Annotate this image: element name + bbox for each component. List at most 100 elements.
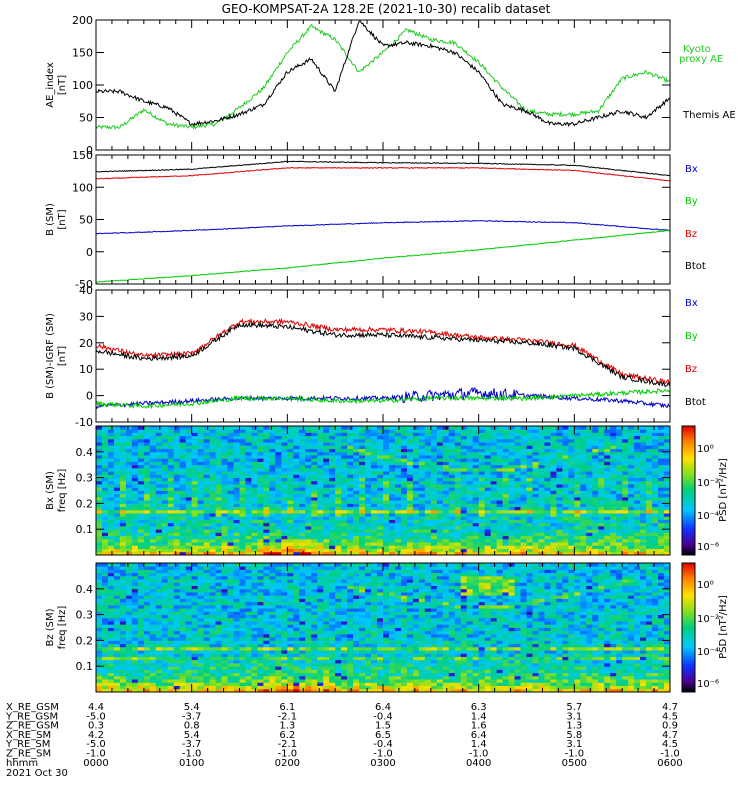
specx-cell	[514, 529, 521, 533]
specx-cell	[586, 464, 593, 469]
specx-cell	[233, 522, 240, 527]
specx-cell	[640, 513, 647, 517]
specx-cell	[287, 525, 294, 530]
specx-cell	[400, 429, 408, 433]
specx-cell	[484, 467, 492, 472]
specx-cell	[341, 519, 348, 524]
specx-cell	[209, 448, 216, 453]
specx-cell	[179, 529, 187, 533]
specx-cell	[287, 426, 294, 430]
specx-cell	[113, 522, 121, 527]
specx-cell	[646, 490, 653, 495]
specx-cell	[269, 545, 276, 549]
specx-cell	[383, 461, 390, 466]
specx-cell	[335, 548, 342, 553]
specz-cell	[149, 614, 157, 619]
specx-cell	[556, 461, 563, 466]
specx-cell	[634, 467, 641, 472]
specx-cell	[622, 455, 629, 459]
specx-cell	[634, 535, 641, 540]
specx-cell	[161, 500, 169, 504]
specz-cell	[197, 608, 205, 612]
specx-cell	[598, 522, 605, 527]
specx-cell	[341, 506, 348, 511]
specz-cell	[161, 659, 169, 664]
specx-cell	[628, 551, 635, 556]
specx-cell	[658, 438, 665, 443]
specx-cell	[652, 532, 659, 537]
specx-cell	[508, 535, 515, 540]
specx-cell	[478, 519, 486, 524]
specx-cell	[646, 426, 653, 430]
specx-cell	[526, 535, 533, 540]
specx-cell	[323, 451, 330, 456]
specx-cell	[664, 435, 671, 440]
specz-cell	[125, 633, 133, 638]
specx-cell	[197, 435, 205, 440]
specx-cell	[388, 432, 396, 437]
specx-cell	[430, 493, 438, 498]
specz-cell	[161, 672, 169, 677]
specz-cell	[161, 572, 169, 577]
specx-cell	[574, 532, 581, 537]
specx-cell	[203, 474, 211, 479]
specx-cell	[538, 525, 545, 530]
specx-cell	[239, 464, 246, 469]
specx-cell	[418, 522, 426, 527]
specx-cell	[107, 513, 115, 517]
specx-cell	[448, 519, 456, 524]
specx-cell	[341, 538, 348, 543]
specz-cell	[131, 666, 139, 670]
specx-cell	[514, 445, 521, 449]
specx-cell	[514, 513, 521, 517]
specx-cell	[335, 490, 342, 495]
specx-cell	[400, 464, 408, 469]
specx-cell	[586, 429, 593, 433]
specz-cell	[161, 630, 169, 635]
specx-cell	[400, 506, 408, 511]
specx-cell	[442, 548, 450, 553]
specx-cell	[658, 455, 665, 459]
specx-cell	[610, 464, 617, 469]
specx-cell	[610, 455, 617, 459]
specz-cell	[137, 666, 145, 670]
specx-cell	[394, 487, 402, 491]
specx-cell	[185, 445, 193, 449]
specx-cell	[658, 461, 665, 466]
specx-cell	[622, 426, 629, 430]
specz-cell	[119, 601, 127, 606]
specx-cell	[622, 500, 629, 504]
specx-cell	[496, 493, 503, 498]
specz-cell	[143, 624, 151, 628]
specx-cell	[664, 484, 671, 488]
specx-cell	[269, 432, 276, 437]
specx-cell	[365, 458, 372, 462]
specz-cell	[113, 598, 121, 603]
specx-cell	[143, 548, 151, 553]
specx-cell	[610, 442, 617, 446]
specx-cell	[305, 471, 312, 475]
specx-cell	[442, 464, 450, 469]
specx-cell	[281, 500, 288, 504]
specz-cell	[203, 575, 211, 580]
specx-cell	[239, 509, 246, 514]
specz-cell	[125, 579, 133, 583]
specx-cell	[341, 525, 348, 530]
specx-cell	[526, 432, 533, 437]
specx-cell	[293, 480, 300, 485]
specz-cell	[203, 662, 211, 667]
specx-cell	[137, 426, 145, 430]
specx-cell	[215, 467, 222, 472]
specx-cell	[526, 551, 533, 556]
specx-cell	[412, 455, 420, 459]
specz-cell	[197, 643, 205, 648]
specx-cell	[640, 487, 647, 491]
specx-cell	[526, 532, 533, 537]
specx-cell	[538, 493, 545, 498]
specx-cell	[442, 516, 450, 520]
specx-cell	[622, 451, 629, 456]
specx-cell	[430, 474, 438, 479]
specx-cell	[227, 464, 234, 469]
specx-cell	[281, 455, 288, 459]
specx-cell	[406, 538, 414, 543]
